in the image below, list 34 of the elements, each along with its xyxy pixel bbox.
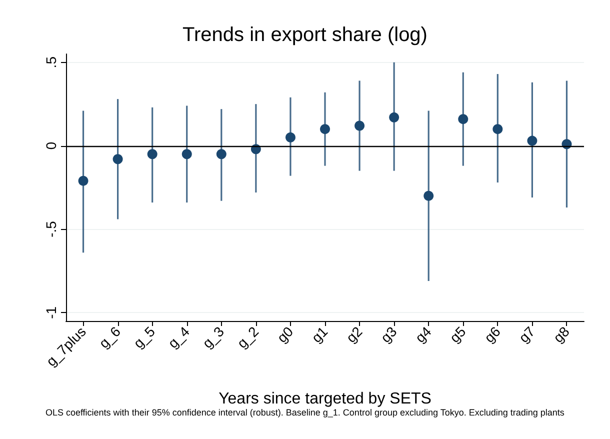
- x-axis-title: Years since targeted by SETS: [218, 390, 432, 408]
- x-tick-label: g7: [516, 323, 538, 346]
- x-tick-label: g0: [274, 323, 296, 346]
- x-tick-label: g5: [446, 323, 469, 346]
- y-tick-label: -.5: [43, 220, 59, 238]
- point: [112, 154, 123, 164]
- x-tick-label: g_2: [234, 323, 262, 352]
- y-tick-label: 0: [43, 142, 59, 150]
- point: [458, 114, 468, 124]
- point: [424, 190, 434, 201]
- text: OLS coefficients with their 95% confidence interval (robust). Baseline g_1. Control group excluding Tokyo. Excluding trading plants: [45, 408, 565, 418]
- point: [285, 132, 296, 142]
- point: [320, 124, 330, 134]
- point: [216, 149, 226, 160]
- x-tick-label: g3: [377, 323, 400, 346]
- x-tick-label: g4: [412, 323, 434, 346]
- point: [354, 120, 365, 131]
- x-tick-label: g8: [550, 323, 573, 346]
- x-tick-label: g_5: [130, 323, 158, 352]
- x-tick-label: g_3: [199, 323, 228, 352]
- x-tick-label: g_4: [164, 323, 193, 352]
- point: [492, 124, 503, 134]
- x-tick-label: g1: [308, 323, 331, 346]
- x-tick-label: g2: [342, 323, 366, 346]
- chart-title: Trends in export share (log): [182, 24, 428, 46]
- y-tick-label: .5: [43, 56, 59, 68]
- y-tick-label: -1: [43, 306, 59, 319]
- point: [182, 149, 192, 160]
- point: [527, 136, 538, 146]
- point: [78, 176, 88, 186]
- point: [147, 149, 158, 160]
- x-tick-label: g_6: [96, 323, 124, 352]
- point: [389, 112, 400, 122]
- x-tick-label: g6: [481, 323, 504, 346]
